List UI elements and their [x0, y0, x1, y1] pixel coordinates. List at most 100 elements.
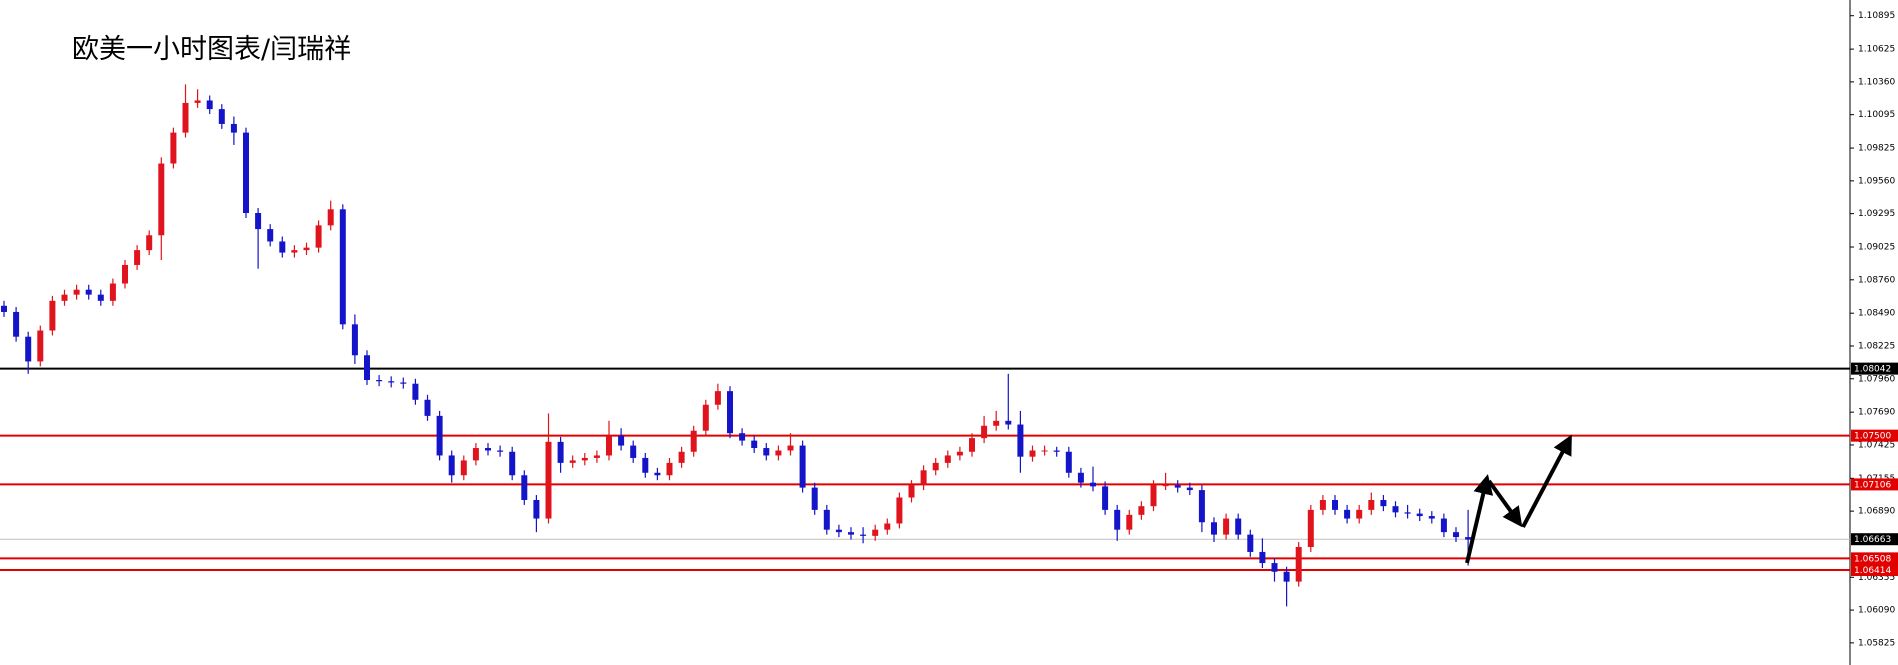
- price-label-box: [1851, 362, 1898, 375]
- y-tick-label: 1.08225: [1858, 341, 1895, 351]
- y-tick-label: 1.06090: [1858, 606, 1895, 616]
- candle-body: [182, 102, 189, 133]
- candle-body: [993, 420, 1000, 426]
- y-tick-label: 1.07425: [1858, 440, 1895, 450]
- candle-body: [73, 289, 80, 295]
- candle-body: [97, 294, 104, 301]
- y-tick-label: 1.10895: [1858, 11, 1895, 21]
- candle-body: [1186, 487, 1193, 491]
- candle-body: [25, 336, 32, 362]
- candle-body: [1, 305, 7, 312]
- candle-body: [1198, 490, 1205, 523]
- candle-body: [400, 382, 407, 384]
- candle-body: [206, 100, 213, 110]
- candle-body: [364, 355, 370, 380]
- candle-body: [1223, 518, 1230, 535]
- candle-body: [1259, 551, 1266, 564]
- arrow: [1465, 474, 1494, 564]
- candle-body: [969, 438, 975, 452]
- candle-body: [1404, 512, 1411, 514]
- candle-body: [860, 534, 867, 536]
- candle-body: [1053, 450, 1060, 452]
- candle-body: [1114, 509, 1121, 530]
- candle-body: [775, 450, 782, 456]
- candle-body: [315, 225, 322, 248]
- candle-body: [678, 451, 685, 463]
- candle-body: [872, 529, 879, 536]
- candle-body: [1428, 516, 1435, 519]
- price-label-box: [1851, 552, 1898, 565]
- candle-body: [727, 391, 733, 434]
- candle-body: [134, 250, 141, 265]
- price-label: 1.07500: [1854, 432, 1891, 442]
- candle-body: [448, 455, 455, 476]
- candle-body: [557, 441, 564, 463]
- candle-body: [109, 283, 116, 301]
- candle-body: [485, 448, 491, 451]
- candle-body: [1344, 509, 1351, 519]
- candle-body: [1077, 472, 1084, 483]
- candle-body: [1368, 499, 1375, 510]
- candle-body: [351, 324, 358, 356]
- price-label-box: [1851, 429, 1898, 442]
- y-tick-label: 1.08760: [1858, 275, 1895, 285]
- price-label-box: [1851, 478, 1898, 491]
- candle-body: [13, 311, 20, 337]
- chart-title: 欧美一小时图表/闫瑞祥: [72, 34, 351, 65]
- candle-body: [509, 451, 516, 476]
- candle-body: [61, 294, 68, 301]
- candle-body: [424, 399, 431, 416]
- candle-body: [1307, 509, 1314, 547]
- candle-body: [1465, 537, 1472, 540]
- candle-body: [218, 109, 225, 124]
- candle-body: [1041, 450, 1048, 452]
- candle-body: [1065, 451, 1072, 473]
- candle-body: [1271, 563, 1278, 572]
- candle-body: [1211, 522, 1217, 535]
- candle-body: [194, 100, 201, 103]
- candle-body: [618, 435, 625, 446]
- candle-body: [521, 475, 528, 500]
- candle-body: [412, 383, 419, 400]
- candle-body: [932, 462, 939, 471]
- candle-body: [545, 441, 552, 519]
- candle-body: [702, 404, 709, 431]
- y-tick-label: 1.07960: [1858, 374, 1895, 384]
- candle-body: [1174, 485, 1181, 488]
- candle-body: [835, 529, 842, 533]
- candle-body: [606, 435, 612, 456]
- candle-body: [1440, 518, 1447, 533]
- y-tick-label: 1.10625: [1858, 45, 1895, 55]
- price-label: 1.08042: [1854, 365, 1891, 375]
- candle-body: [1416, 513, 1423, 517]
- candle-body: [944, 455, 951, 463]
- candle-body: [230, 123, 237, 133]
- candle-body: [799, 445, 806, 488]
- y-tick-label: 1.10360: [1858, 77, 1895, 87]
- candle-body: [388, 381, 395, 383]
- price-label: 1.06508: [1854, 554, 1891, 564]
- candle-body: [1392, 506, 1399, 513]
- candle-body: [1380, 499, 1387, 507]
- candle-body: [1319, 499, 1326, 510]
- candle-body: [170, 132, 177, 164]
- candle-body: [642, 457, 649, 473]
- candle-body: [255, 213, 262, 230]
- price-label-box: [1851, 564, 1898, 576]
- candle-body: [472, 448, 479, 461]
- candle-body: [1150, 485, 1157, 507]
- candle-body: [654, 472, 661, 476]
- candle-body: [327, 209, 334, 226]
- price-label: 1.06663: [1854, 535, 1891, 545]
- candle-body: [1090, 482, 1096, 487]
- arrow: [1521, 434, 1572, 528]
- candle-body: [497, 450, 504, 452]
- candle-body: [460, 460, 467, 476]
- candle-body: [739, 433, 746, 441]
- candle-body: [37, 330, 44, 362]
- candle-body: [436, 415, 443, 456]
- candle-body: [884, 523, 891, 530]
